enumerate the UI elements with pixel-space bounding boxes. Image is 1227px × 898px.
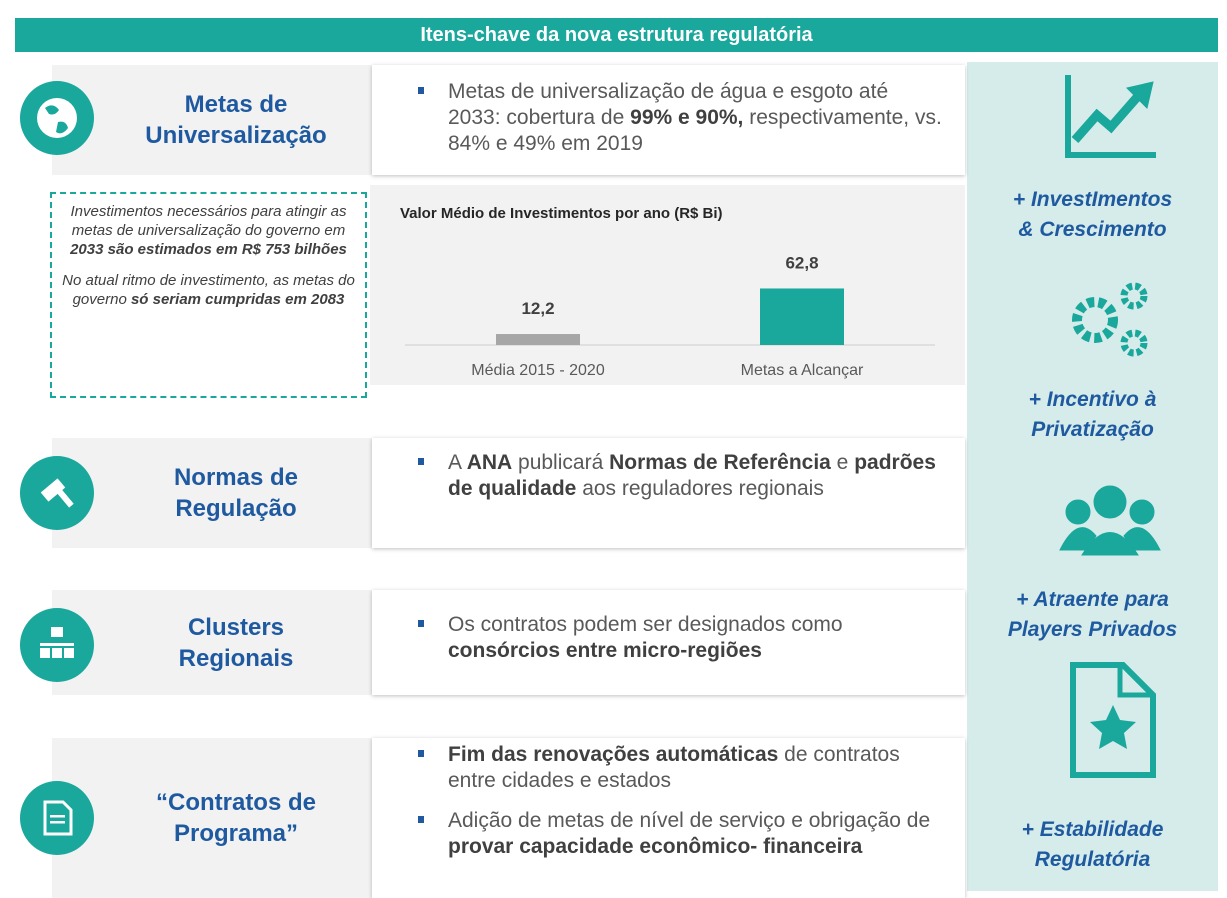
title-line: Normas de [173,464,299,491]
benefit-line: + Atraente para [1016,588,1169,611]
bar [496,334,580,345]
benefits-panel [967,62,1218,891]
title-line: Programa” [173,820,299,847]
section-icons [20,81,94,855]
chart-title: Valor Médio de Investimentos por ano (R$… [400,205,723,222]
note-paragraph: Investimentos necessários para atingir a… [61,202,356,259]
text-run: padrões de qualidade [448,451,936,500]
value-label: 12,2 [521,299,554,318]
bullet: Adição de metas de nível de serviço e ob… [414,808,945,860]
text-run: Metas de universalização de água e esgot… [448,80,889,129]
title-line: Universalização [145,122,327,149]
section-panel [52,738,372,898]
bullet: Os contratos podem ser designados como c… [414,612,945,664]
text-run: e [830,451,855,474]
benefit-line: Regulatória [1034,848,1151,871]
title-line: Metas de [184,91,288,118]
category-label: Média 2015 - 2020 [471,362,605,379]
bullet: Fim das renovações automáticas de contra… [414,742,945,794]
text-run: Os contratos podem ser designados como [448,613,843,636]
benefit-line: + InvestImentos [1012,188,1173,211]
benefit-line: + Incentivo à [1028,388,1157,411]
benefit-line: & Crescimento [1018,218,1167,241]
bullet: A ANA publicará Normas de Referência e p… [414,450,945,502]
title-line: Regionais [178,644,294,672]
text-run: publicará [512,451,610,474]
benefit-line: Privatização [1031,418,1154,441]
text-run: Fim das renovações automáticas [448,743,779,766]
benefit-line: Players Privados [1007,618,1178,641]
section-panel [52,438,372,548]
text-run: provar capacidade econômico- financeira [448,835,863,858]
benefit-icons [1059,75,1161,778]
benefit-label: + InvestImentos & Crescimento [967,185,1218,245]
text-run: 99% e 90%, [630,106,744,129]
text-run: Adição de metas de nível de serviço e ob… [448,809,931,832]
section-card: A ANA publicará Normas de Referência e p… [372,438,965,548]
text-run: No atual ritmo de investimento, as metas… [62,272,355,308]
title-line: Regulação [175,495,297,522]
text-run: ANA [466,451,513,474]
text-run: Normas de Referência [609,451,831,474]
benefit-label: + Incentivo à Privatização [967,385,1218,445]
title-line: “Contratos de [155,789,316,816]
title-line: Clusters [187,613,285,641]
section-panel [52,65,372,175]
note-paragraph: No atual ritmo de investimento, as metas… [61,271,356,309]
bar [760,288,844,345]
text-run: A [448,451,467,474]
benefit-label: + Atraente para Players Privados [967,585,1218,645]
note-box: Investimentos necessários para atingir a… [50,192,367,398]
text-run: consórcios entre micro-regiões [448,639,762,662]
section-panel [52,590,372,695]
header: Itens-chave da nova estrutura regulatóri… [15,18,1218,52]
value-label: 62,8 [785,253,818,272]
benefit-line: + Estabilidade [1021,818,1164,841]
section-card: Os contratos podem ser designados como c… [372,590,965,695]
section-card: Fim das renovações automáticas de contra… [372,738,965,898]
text-run: Investimentos necessários para atingir a… [70,203,347,239]
section-title: Normas de Regulação [100,438,372,548]
section-title: “Contratos de Programa” [100,738,372,898]
category-label: Metas a Alcançar [741,362,864,379]
text-run: só seriam cumpridas em 2083 [130,291,345,308]
text-run: 2033 são estimados em R$ 753 bilhões [70,241,347,258]
chart-panel [370,185,965,385]
section-card: Metas de universalização de água e esgot… [372,65,965,175]
text-run: aos reguladores regionais [576,477,824,500]
benefit-label: + Estabilidade Regulatória [967,815,1218,875]
bullet: Metas de universalização de água e esgot… [414,79,945,157]
text-run: respectivamente, vs. 84% e 49% em 2019 [448,106,942,155]
section-title: Metas de Universalização [100,65,372,175]
icon-glyphs [37,98,77,836]
section-title: Clusters Regionais [100,590,372,695]
text-run: de contratos entre cidades e estados [448,743,900,792]
